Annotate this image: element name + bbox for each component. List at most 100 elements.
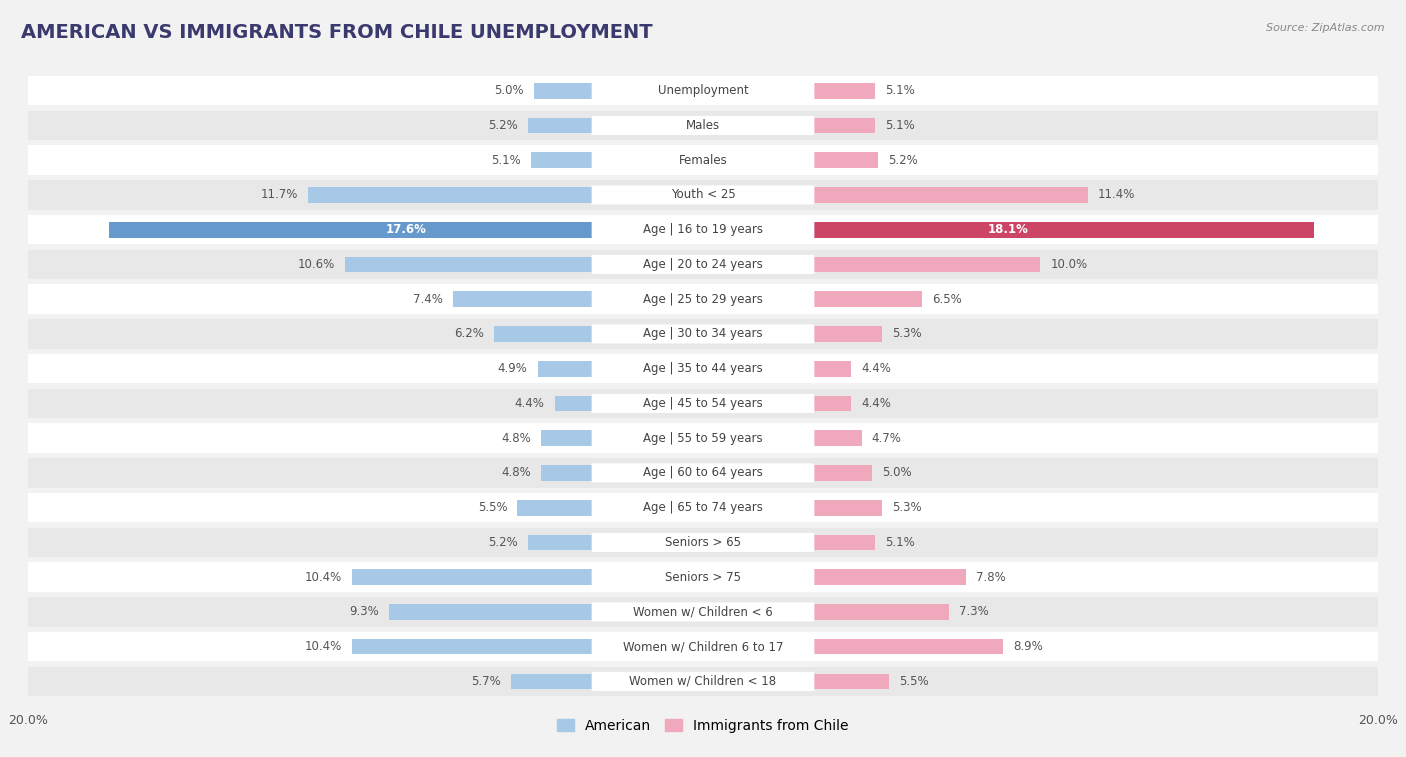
Text: 5.2%: 5.2% xyxy=(488,119,517,132)
Text: Females: Females xyxy=(679,154,727,167)
FancyBboxPatch shape xyxy=(592,672,814,691)
Text: 5.1%: 5.1% xyxy=(886,84,915,97)
Text: 10.4%: 10.4% xyxy=(305,571,342,584)
Text: 4.8%: 4.8% xyxy=(501,431,531,444)
Text: 6.2%: 6.2% xyxy=(454,328,484,341)
Text: 5.7%: 5.7% xyxy=(471,675,501,688)
Bar xyxy=(110,222,703,238)
Bar xyxy=(28,111,1378,140)
Text: Age | 65 to 74 years: Age | 65 to 74 years xyxy=(643,501,763,514)
Text: Women w/ Children < 6: Women w/ Children < 6 xyxy=(633,606,773,618)
Bar xyxy=(494,326,703,341)
Bar xyxy=(28,632,1378,662)
Text: Age | 30 to 34 years: Age | 30 to 34 years xyxy=(643,328,763,341)
Bar xyxy=(534,83,703,98)
Bar xyxy=(527,534,703,550)
Text: 8.9%: 8.9% xyxy=(1014,640,1043,653)
Bar xyxy=(28,458,1378,488)
Bar xyxy=(28,354,1378,384)
Text: Seniors > 75: Seniors > 75 xyxy=(665,571,741,584)
FancyBboxPatch shape xyxy=(592,637,814,656)
FancyBboxPatch shape xyxy=(592,325,814,344)
Text: Age | 20 to 24 years: Age | 20 to 24 years xyxy=(643,258,763,271)
Text: 5.2%: 5.2% xyxy=(889,154,918,167)
Legend: American, Immigrants from Chile: American, Immigrants from Chile xyxy=(553,713,853,738)
Text: 18.1%: 18.1% xyxy=(988,223,1029,236)
Text: Source: ZipAtlas.com: Source: ZipAtlas.com xyxy=(1267,23,1385,33)
Text: Women w/ Children 6 to 17: Women w/ Children 6 to 17 xyxy=(623,640,783,653)
Bar xyxy=(28,528,1378,557)
FancyBboxPatch shape xyxy=(592,290,814,309)
Text: 10.0%: 10.0% xyxy=(1050,258,1088,271)
Bar xyxy=(28,667,1378,696)
FancyBboxPatch shape xyxy=(592,568,814,587)
Text: AMERICAN VS IMMIGRANTS FROM CHILE UNEMPLOYMENT: AMERICAN VS IMMIGRANTS FROM CHILE UNEMPL… xyxy=(21,23,652,42)
Bar xyxy=(453,291,703,307)
Text: 5.0%: 5.0% xyxy=(495,84,524,97)
Text: 17.6%: 17.6% xyxy=(385,223,426,236)
Bar xyxy=(28,388,1378,418)
FancyBboxPatch shape xyxy=(592,428,814,447)
Text: 11.4%: 11.4% xyxy=(1098,188,1135,201)
Bar xyxy=(703,500,882,516)
Bar xyxy=(28,597,1378,627)
Bar xyxy=(541,465,703,481)
Text: 5.1%: 5.1% xyxy=(886,536,915,549)
Text: Unemployment: Unemployment xyxy=(658,84,748,97)
FancyBboxPatch shape xyxy=(592,151,814,170)
Bar xyxy=(531,152,703,168)
Text: Age | 45 to 54 years: Age | 45 to 54 years xyxy=(643,397,763,410)
Text: Age | 55 to 59 years: Age | 55 to 59 years xyxy=(643,431,763,444)
FancyBboxPatch shape xyxy=(592,255,814,274)
Bar xyxy=(346,257,703,273)
Text: Age | 25 to 29 years: Age | 25 to 29 years xyxy=(643,293,763,306)
Text: 4.7%: 4.7% xyxy=(872,431,901,444)
Text: 7.4%: 7.4% xyxy=(413,293,443,306)
Text: Seniors > 65: Seniors > 65 xyxy=(665,536,741,549)
Bar xyxy=(28,215,1378,245)
Text: 5.1%: 5.1% xyxy=(491,154,520,167)
Text: 7.8%: 7.8% xyxy=(976,571,1007,584)
Bar xyxy=(703,152,879,168)
FancyBboxPatch shape xyxy=(592,220,814,239)
Bar xyxy=(308,187,703,203)
Text: Age | 35 to 44 years: Age | 35 to 44 years xyxy=(643,362,763,375)
Text: Males: Males xyxy=(686,119,720,132)
Text: 4.4%: 4.4% xyxy=(515,397,544,410)
Text: 5.2%: 5.2% xyxy=(488,536,517,549)
Bar xyxy=(703,326,882,341)
Bar xyxy=(703,187,1088,203)
Text: 5.0%: 5.0% xyxy=(882,466,911,479)
FancyBboxPatch shape xyxy=(592,81,814,100)
Bar xyxy=(352,569,703,585)
Text: 10.4%: 10.4% xyxy=(305,640,342,653)
Bar xyxy=(703,674,889,689)
Bar xyxy=(28,319,1378,349)
Bar xyxy=(703,569,966,585)
Text: 9.3%: 9.3% xyxy=(349,606,380,618)
Text: 5.5%: 5.5% xyxy=(478,501,508,514)
Bar xyxy=(554,396,703,411)
Bar xyxy=(703,117,875,133)
Bar xyxy=(389,604,703,620)
Bar xyxy=(527,117,703,133)
Text: 4.9%: 4.9% xyxy=(498,362,527,375)
Text: Women w/ Children < 18: Women w/ Children < 18 xyxy=(630,675,776,688)
Bar xyxy=(703,639,1004,655)
FancyBboxPatch shape xyxy=(592,394,814,413)
Text: Age | 60 to 64 years: Age | 60 to 64 years xyxy=(643,466,763,479)
Bar xyxy=(703,83,875,98)
Bar xyxy=(703,361,852,376)
Text: 10.6%: 10.6% xyxy=(298,258,335,271)
Bar xyxy=(703,222,1313,238)
Text: 5.1%: 5.1% xyxy=(886,119,915,132)
Bar xyxy=(28,180,1378,210)
Bar xyxy=(703,465,872,481)
Bar xyxy=(537,361,703,376)
Bar xyxy=(28,285,1378,314)
FancyBboxPatch shape xyxy=(592,359,814,378)
Text: 4.4%: 4.4% xyxy=(862,397,891,410)
Bar xyxy=(541,431,703,446)
Bar xyxy=(28,423,1378,453)
Bar xyxy=(28,76,1378,105)
